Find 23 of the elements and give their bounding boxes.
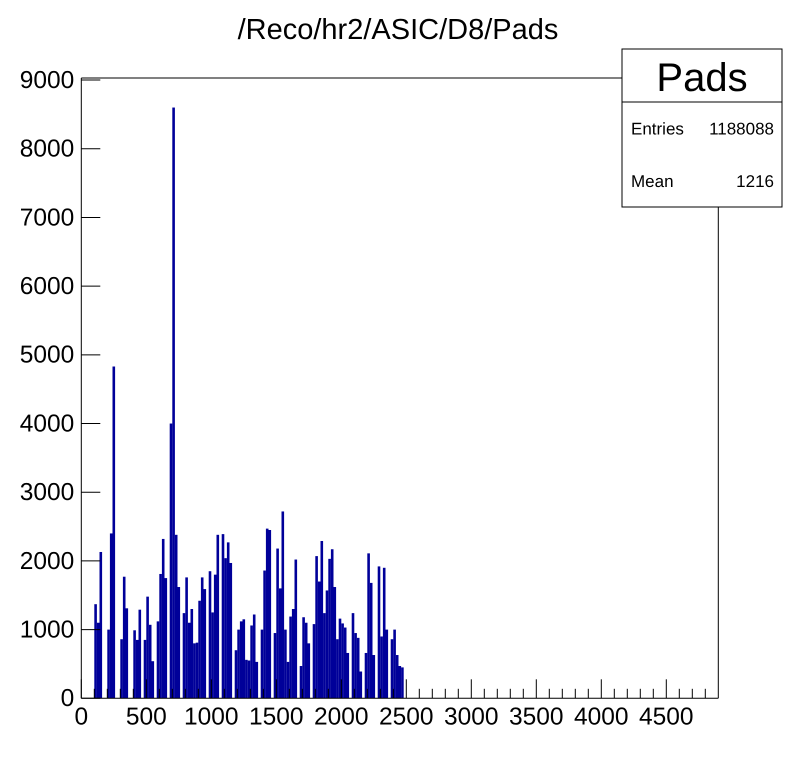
y-tick-label: 8000 [20,136,74,163]
x-tick-label: 1000 [184,704,239,731]
x-tick-label: 2500 [379,704,434,731]
text: Entries 1188088 [631,119,774,138]
x-tick-label: 4500 [639,704,694,731]
y-tick-label: 6000 [20,272,74,300]
y-tick-label: 0 [60,685,74,712]
y-tick-label: 2000 [20,548,74,575]
x-tick-label: 3000 [444,704,499,731]
y-tick-label: 1000 [20,616,74,644]
x-tick-label: 3500 [509,704,564,731]
x-tick-label: 4000 [574,704,629,731]
text: Mean 1216 [631,172,774,191]
x-tick-label: 1500 [249,704,304,731]
y-tick-label: 4000 [20,410,74,438]
y-tick-label: 5000 [20,342,74,369]
x-tick-label: 2000 [314,704,369,731]
y-tick-label: 3000 [20,479,74,506]
y-tick-label: 9000 [20,66,74,94]
x-tick-label: 500 [126,704,167,731]
chart-title: /Reco/hr2/ASIC/D8/Pads [238,14,558,46]
y-tick-label: 7000 [20,204,74,232]
annotation: Pads [656,56,748,100]
